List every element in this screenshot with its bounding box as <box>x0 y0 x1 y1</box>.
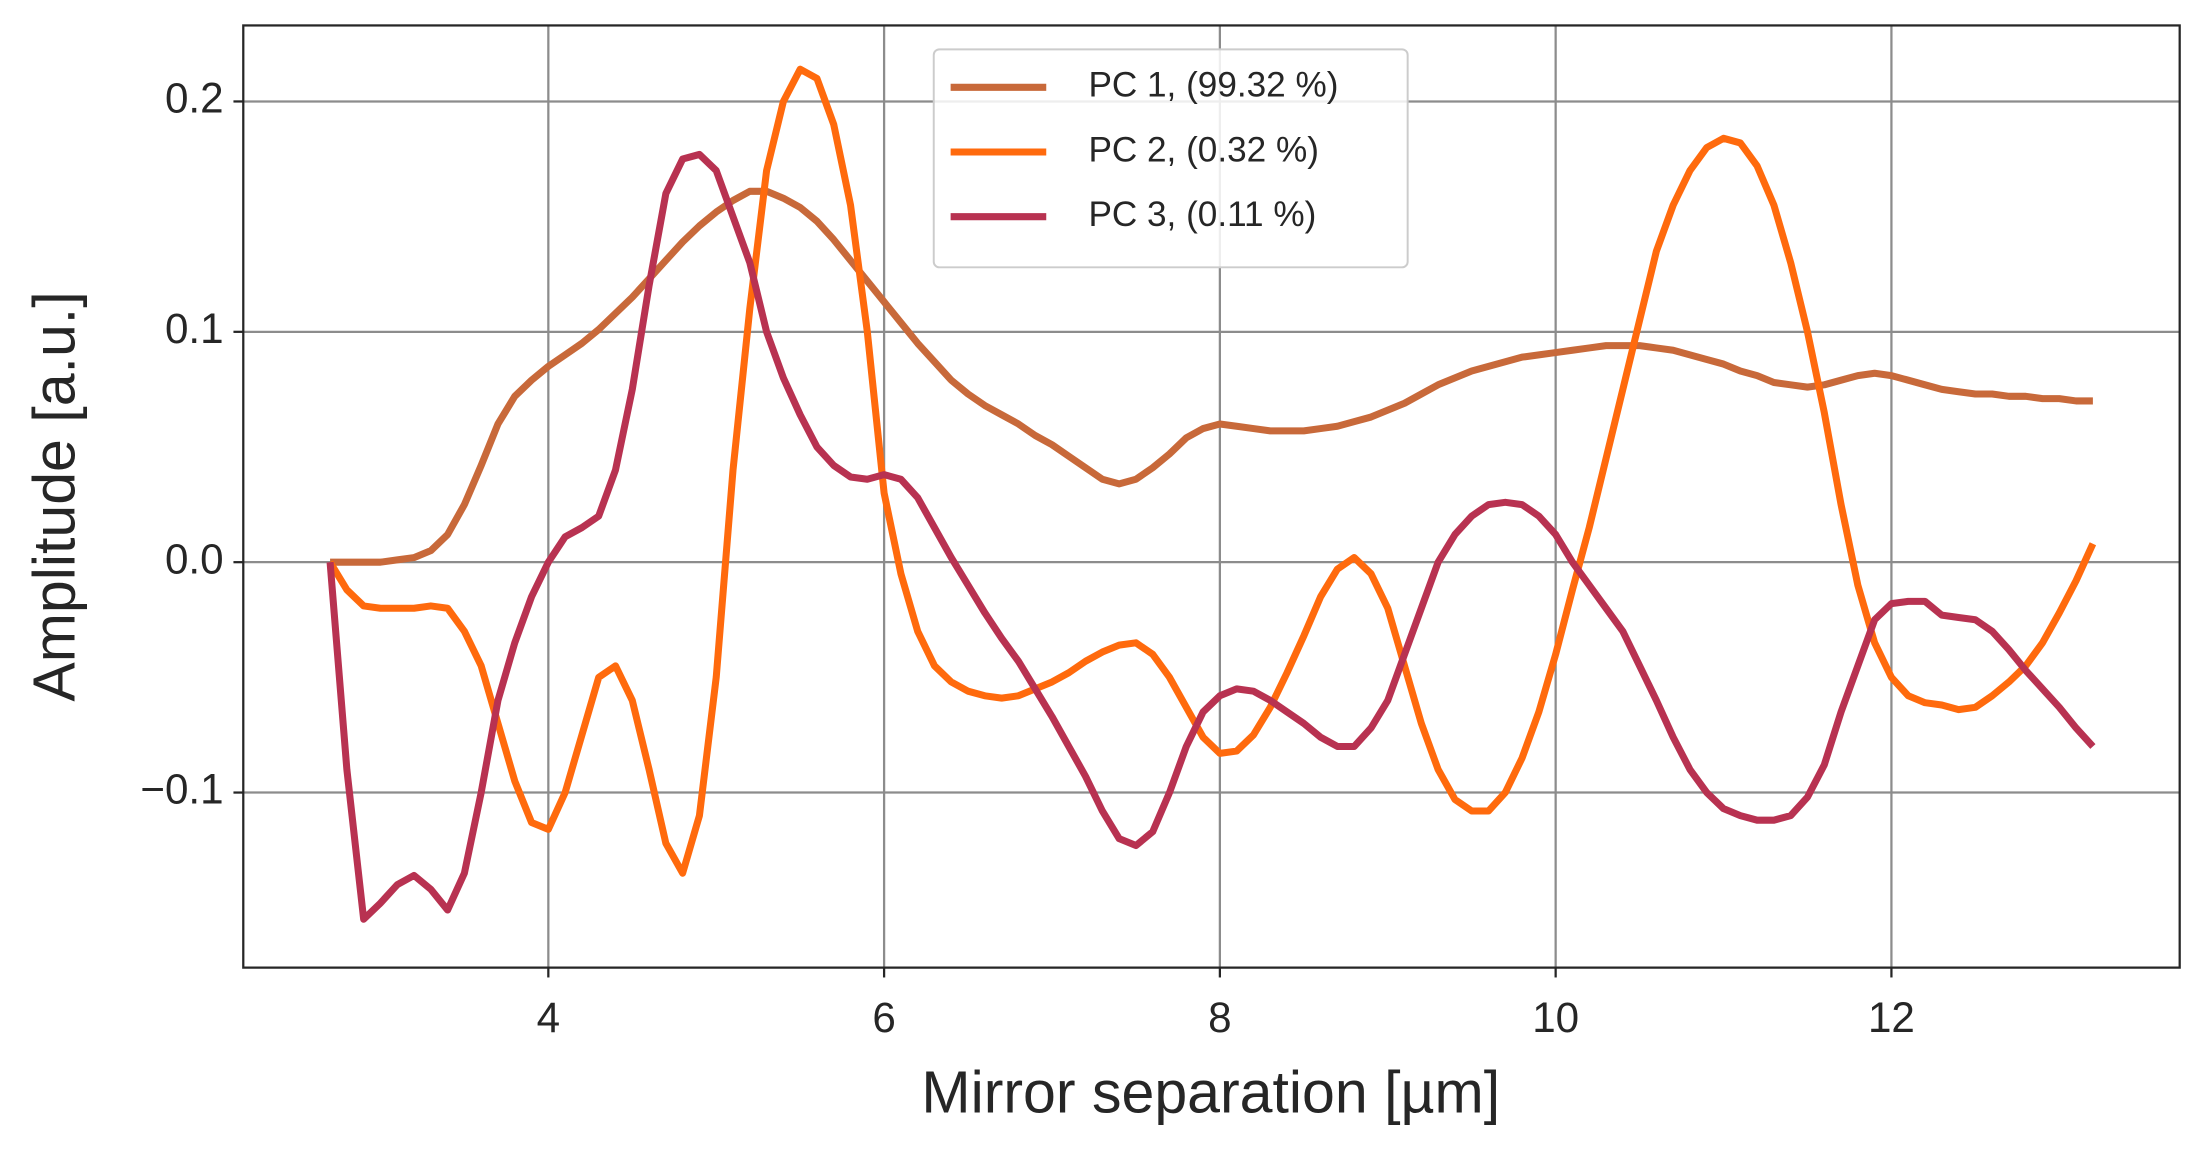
x-tick-label: 10 <box>1532 994 1579 1041</box>
x-tick-label: 4 <box>537 994 560 1041</box>
y-tick-label: 0.1 <box>165 305 224 352</box>
x-tick-label: 6 <box>872 994 895 1041</box>
x-axis-label: Mirror separation [µm] <box>921 1060 1500 1126</box>
legend-label: PC 2, (0.32 %) <box>1088 130 1318 169</box>
plot-frame <box>242 24 2181 969</box>
x-tick-label: 12 <box>1868 994 1915 1041</box>
legend-label: PC 1, (99.32 %) <box>1088 66 1338 105</box>
y-tick-label: −0.1 <box>140 766 223 813</box>
series-line <box>330 187 2093 566</box>
legend-label: PC 3, (0.11 %) <box>1088 195 1316 234</box>
x-tick-label: 8 <box>1208 994 1231 1041</box>
legend: PC 1, (99.32 %) PC 2, (0.32 %) PC 3, (0.11… <box>932 48 1409 269</box>
y-axis-label: Amplitude [a.u.] <box>22 291 88 701</box>
y-tick-label: 0.2 <box>165 75 224 122</box>
series-line <box>326 150 2096 923</box>
legend-box <box>932 48 1409 269</box>
plot-lines <box>326 65 2097 923</box>
series-line <box>327 65 2097 877</box>
y-tick-label: 0.0 <box>165 535 224 582</box>
